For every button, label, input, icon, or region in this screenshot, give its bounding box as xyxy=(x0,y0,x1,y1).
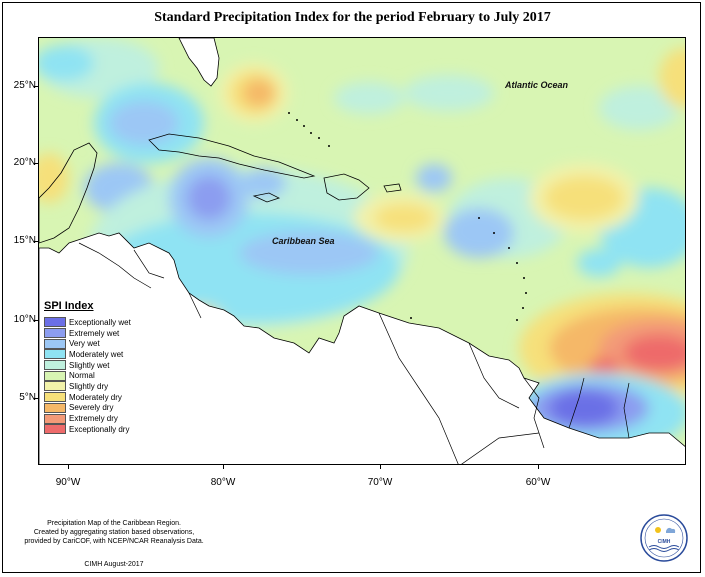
legend-label: Very wet xyxy=(69,339,100,349)
lon-tick xyxy=(380,465,381,469)
credit-line: CIMH August-2017 xyxy=(84,561,144,568)
legend-item: Slightly dry xyxy=(44,381,169,392)
legend-swatch xyxy=(44,381,66,392)
legend-title: SPI Index xyxy=(44,300,94,312)
legend-label: Exceptionally dry xyxy=(69,424,130,434)
footnote-line-2: Created by aggregating station based obs… xyxy=(33,529,195,536)
lon-label-80w: 80°W xyxy=(210,477,236,488)
map-title: Standard Precipitation Index for the per… xyxy=(154,10,551,25)
legend-item: Moderately dry xyxy=(44,392,169,403)
logo-text: CIMH xyxy=(658,539,671,545)
cimh-logo: CIMH xyxy=(639,513,689,563)
legend-item: Moderately wet xyxy=(44,349,169,360)
legend-item: Exceptionally dry xyxy=(44,424,169,435)
legend-swatch xyxy=(44,360,66,371)
legend-label: Extremely wet xyxy=(69,328,120,338)
lat-label-20n: 20°N xyxy=(13,157,36,168)
legend-swatch xyxy=(44,392,66,403)
legend-item: Severely dry xyxy=(44,402,169,414)
island-dots xyxy=(288,112,527,321)
lon-label-90w: 90°W xyxy=(55,477,81,488)
footnote-line-1: Precipitation Map of the Caribbean Regio… xyxy=(47,520,181,527)
legend-swatch xyxy=(44,424,66,435)
legend-item: Slightly wet xyxy=(44,360,169,371)
spi-legend: SPI Index Exceptionally wet Extremely wet… xyxy=(44,300,169,435)
lat-tick xyxy=(34,86,38,87)
legend-swatch xyxy=(44,349,66,360)
legend-label: Moderately dry xyxy=(69,392,122,402)
spi-map[interactable] xyxy=(38,37,686,465)
lat-label-10n: 10°N xyxy=(13,314,36,325)
spi-zones xyxy=(39,38,685,453)
legend-label: Normal xyxy=(69,371,95,381)
lon-label-60w: 60°W xyxy=(525,477,551,488)
legend-label: Exceptionally wet xyxy=(69,317,131,327)
legend-item: Normal xyxy=(44,370,169,381)
country-borders xyxy=(78,242,630,464)
legend-swatch xyxy=(44,338,66,349)
legend-item: Extremely dry xyxy=(44,413,169,424)
lat-label-25n: 25°N xyxy=(13,80,36,91)
lat-tick xyxy=(34,163,38,164)
lat-label-5n: 5°N xyxy=(19,392,36,403)
lat-tick xyxy=(34,320,38,321)
lat-tick xyxy=(34,398,38,399)
legend-swatch xyxy=(44,402,66,413)
legend-label: Severely dry xyxy=(69,403,114,413)
legend-label: Moderately wet xyxy=(69,349,124,359)
lon-tick xyxy=(68,465,69,469)
atlantic-ocean-label: Atlantic Ocean xyxy=(505,80,569,90)
lon-label-70w: 70°W xyxy=(367,477,393,488)
lon-tick xyxy=(538,465,539,469)
legend-rows: Exceptionally wet Extremely wet Very wet Mo… xyxy=(44,317,169,435)
legend-swatch xyxy=(44,328,66,339)
legend-swatch xyxy=(44,370,66,381)
legend-swatch xyxy=(44,413,66,424)
legend-label: Slightly wet xyxy=(69,360,110,370)
lat-tick xyxy=(34,241,38,242)
legend-item: Very wet xyxy=(44,338,169,349)
legend-label: Slightly dry xyxy=(69,381,109,391)
caribbean-sea-label: Caribbean Sea xyxy=(272,236,335,246)
legend-item: Extremely wet xyxy=(44,328,169,339)
spi-map-canvas xyxy=(39,38,685,464)
footnote-line-3: provided by CariCOF, with NCEP/NCAR Rean… xyxy=(24,538,204,545)
lon-tick xyxy=(223,465,224,469)
legend-item: Exceptionally wet xyxy=(44,317,169,328)
legend-label: Extremely dry xyxy=(69,414,118,424)
legend-swatch xyxy=(44,317,66,328)
cimh-logo-icon: CIMH xyxy=(640,514,688,562)
lat-label-15n: 15°N xyxy=(13,235,36,246)
